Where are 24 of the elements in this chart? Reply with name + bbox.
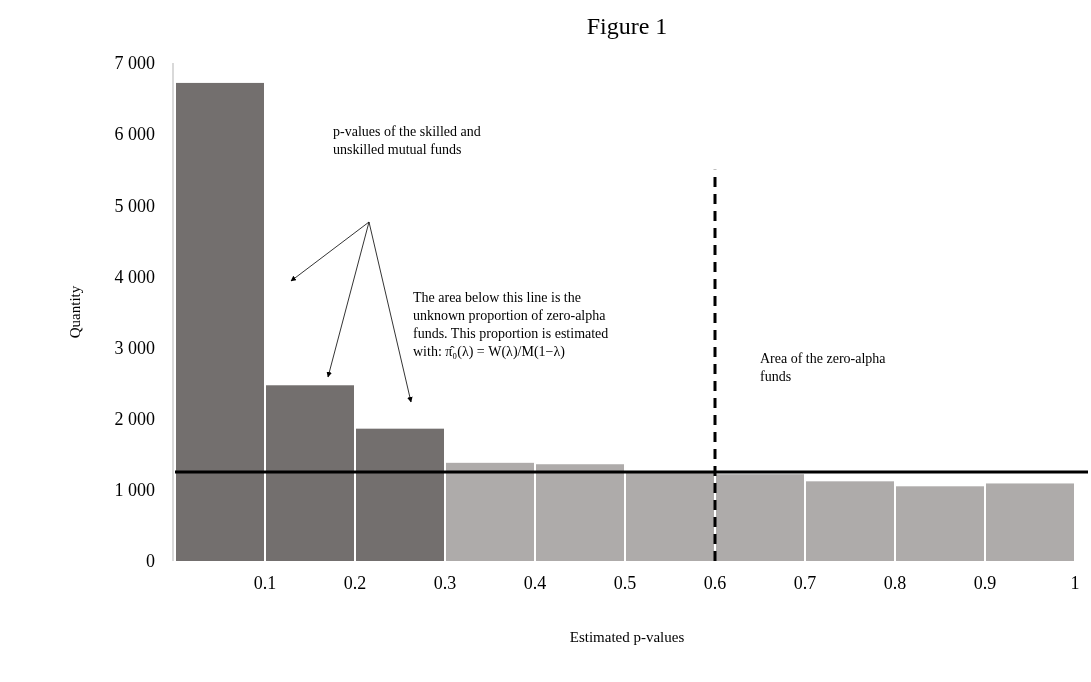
x-tick-label: 1 xyxy=(1070,573,1080,593)
y-tick-label: 2 000 xyxy=(114,409,155,430)
x-tick-label: 0.5 xyxy=(613,573,637,593)
x-tick-label: 0.6 xyxy=(703,573,727,593)
x-tick-label: 0.8 xyxy=(883,573,907,593)
x-tick-label: 0.7 xyxy=(793,573,817,593)
x-tick-label: 0.9 xyxy=(973,573,997,593)
annotation: p-values of the skilled and unskilled mutual funds xyxy=(333,124,481,157)
annotation: The area below this line is the unknown proportion of zero-alpha funds. This proportion is estimated with: π̂₀(λ) = W(λ)/M(1−λ) xyxy=(413,290,609,360)
chart-title: Figure 1 xyxy=(586,13,668,39)
x-tick-label: 0.3 xyxy=(433,573,457,593)
y-tick-label: 3 000 xyxy=(114,337,155,358)
x-tick-label: 0.4 xyxy=(523,573,547,593)
y-tick-label: 5 000 xyxy=(114,195,155,216)
y-tick-label: 6 000 xyxy=(114,124,155,145)
y-tick-label: 7 000 xyxy=(114,53,155,74)
x-axis-title: Estimated p-values xyxy=(569,629,685,645)
x-tick-label: 0.2 xyxy=(343,573,367,593)
y-axis-title: Quantity xyxy=(67,285,83,339)
x-tick-label: 0.1 xyxy=(253,573,277,593)
y-tick-label: 1 000 xyxy=(114,480,155,501)
annotation: Area of the zero-alpha funds xyxy=(760,351,887,384)
y-tick-label: 0 xyxy=(146,551,155,572)
y-tick-label: 4 000 xyxy=(114,266,155,287)
